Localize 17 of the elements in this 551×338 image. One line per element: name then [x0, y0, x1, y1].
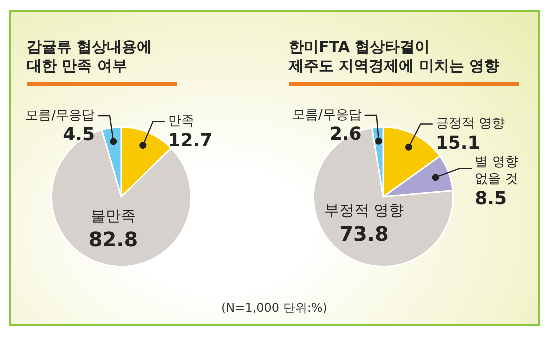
slice-label: 불만족 [91, 207, 136, 226]
data-label: 4.5 [63, 124, 95, 146]
text: (N=1,000 단위:%) [221, 301, 328, 315]
slice-label: 긍정적 영향 [436, 116, 505, 132]
data-label: 8.5 [475, 188, 508, 210]
data-label: 12.7 [168, 130, 213, 152]
data-label: 2.6 [330, 124, 362, 146]
slice-label: 만족 [168, 114, 194, 130]
slice-label: 모름/무응답 [26, 108, 95, 124]
data-label: 15.1 [436, 132, 480, 154]
data-label: 82.8 [88, 228, 138, 252]
data-label: 73.8 [340, 222, 389, 246]
slice-label: 부정적 영향 [324, 202, 404, 220]
chart-title: 감귤류 협상내용에 대한 만족 여부 [27, 38, 177, 86]
slice-label: 별 영향 없을 것 [475, 154, 518, 187]
slice-label: 모름/무응답 [292, 108, 362, 123]
chart-title: 한미FTA 협상타결이 제주도 지역경제에 미치는 영향 [289, 38, 519, 86]
